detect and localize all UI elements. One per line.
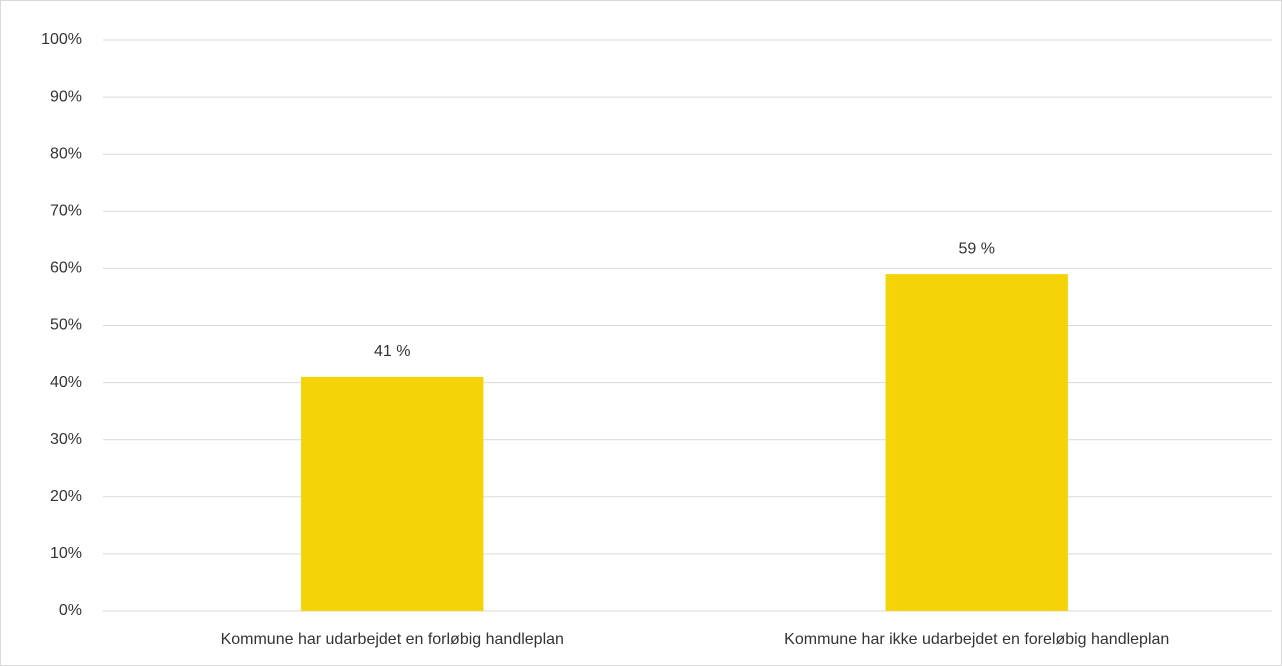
y-tick-label: 60% <box>50 260 82 277</box>
y-tick-label: 50% <box>50 317 82 334</box>
x-tick-label: Kommune har udarbejdet en forløbig handl… <box>221 631 564 648</box>
y-tick-label: 100% <box>41 31 82 48</box>
y-tick-label: 70% <box>50 203 82 220</box>
y-tick-label: 40% <box>50 374 82 391</box>
y-tick-label: 20% <box>50 488 82 505</box>
y-tick-label: 90% <box>50 88 82 105</box>
y-tick-label: 80% <box>50 145 82 162</box>
bar <box>885 274 1068 611</box>
y-tick-label: 30% <box>50 431 82 448</box>
x-tick-label: Kommune har ikke udarbejdet en foreløbig… <box>784 631 1169 648</box>
data-label: 41 % <box>374 343 410 360</box>
y-tick-label: 0% <box>59 602 82 619</box>
data-label: 59 % <box>959 240 995 257</box>
bar <box>301 376 484 611</box>
y-tick-label: 10% <box>50 545 82 562</box>
